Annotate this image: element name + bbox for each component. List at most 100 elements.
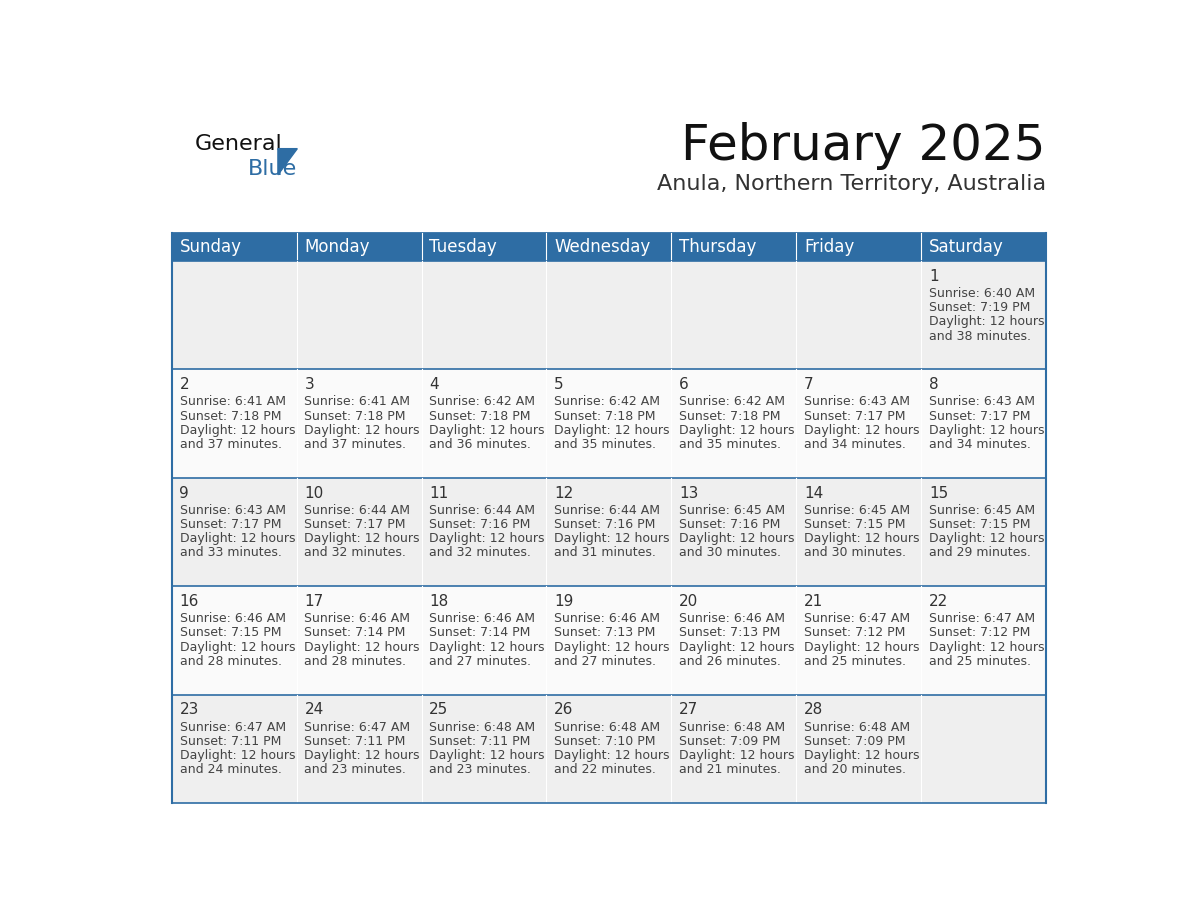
Text: Friday: Friday [804,238,854,256]
Text: and 30 minutes.: and 30 minutes. [804,546,906,559]
Bar [796,370,921,478]
Bar [796,695,921,803]
Bar [172,695,297,803]
Bar [671,587,796,695]
Text: and 34 minutes.: and 34 minutes. [929,438,1031,451]
Text: 6: 6 [680,377,689,392]
Bar [671,370,796,478]
Text: Sunset: 7:14 PM: Sunset: 7:14 PM [304,626,406,639]
Text: Blue: Blue [248,159,297,179]
Bar [297,478,422,587]
Text: Sunset: 7:18 PM: Sunset: 7:18 PM [179,409,282,422]
Bar [422,587,546,695]
Text: Tuesday: Tuesday [429,238,497,256]
Text: Sunrise: 6:47 AM: Sunrise: 6:47 AM [179,721,285,733]
Text: February 2025: February 2025 [682,122,1045,170]
Text: Sunset: 7:15 PM: Sunset: 7:15 PM [179,626,282,639]
Bar [671,695,796,803]
Text: Saturday: Saturday [929,238,1004,256]
Text: Sunrise: 6:40 AM: Sunrise: 6:40 AM [929,286,1035,300]
Text: Sunset: 7:16 PM: Sunset: 7:16 PM [429,518,531,531]
Bar [422,370,546,478]
Text: 17: 17 [304,594,323,609]
Bar [297,587,422,695]
Text: Sunset: 7:18 PM: Sunset: 7:18 PM [554,409,656,422]
Text: Daylight: 12 hours: Daylight: 12 hours [429,749,545,762]
Text: 19: 19 [554,594,574,609]
Text: Sunrise: 6:46 AM: Sunrise: 6:46 AM [179,612,285,625]
Text: Sunrise: 6:42 AM: Sunrise: 6:42 AM [680,396,785,409]
Text: Daylight: 12 hours: Daylight: 12 hours [804,532,920,545]
Text: 20: 20 [680,594,699,609]
Text: 23: 23 [179,702,198,718]
Text: Sunrise: 6:41 AM: Sunrise: 6:41 AM [304,396,410,409]
Text: Daylight: 12 hours: Daylight: 12 hours [680,532,795,545]
Text: Daylight: 12 hours: Daylight: 12 hours [680,641,795,654]
Text: and 38 minutes.: and 38 minutes. [929,330,1031,342]
Text: and 25 minutes.: and 25 minutes. [804,655,906,668]
Bar [921,261,1045,370]
Text: 15: 15 [929,486,948,500]
Text: Sunrise: 6:46 AM: Sunrise: 6:46 AM [304,612,410,625]
Text: Sunset: 7:09 PM: Sunset: 7:09 PM [804,734,905,748]
Text: Daylight: 12 hours: Daylight: 12 hours [429,424,545,437]
Text: and 23 minutes.: and 23 minutes. [304,763,406,777]
Polygon shape [278,149,297,174]
Text: Sunrise: 6:47 AM: Sunrise: 6:47 AM [929,612,1035,625]
Bar [297,233,422,261]
Text: and 23 minutes.: and 23 minutes. [429,763,531,777]
Text: Sunrise: 6:44 AM: Sunrise: 6:44 AM [429,504,536,517]
Text: Sunrise: 6:46 AM: Sunrise: 6:46 AM [680,612,785,625]
Text: Sunset: 7:17 PM: Sunset: 7:17 PM [804,409,905,422]
Text: Daylight: 12 hours: Daylight: 12 hours [179,641,295,654]
Text: Daylight: 12 hours: Daylight: 12 hours [304,532,419,545]
Bar [546,261,671,370]
Text: Sunset: 7:13 PM: Sunset: 7:13 PM [680,626,781,639]
Bar [422,261,546,370]
Text: Sunrise: 6:48 AM: Sunrise: 6:48 AM [804,721,910,733]
Bar [796,478,921,587]
Text: Daylight: 12 hours: Daylight: 12 hours [304,424,419,437]
Text: Wednesday: Wednesday [554,238,650,256]
Text: Daylight: 12 hours: Daylight: 12 hours [804,641,920,654]
Text: Sunrise: 6:48 AM: Sunrise: 6:48 AM [680,721,785,733]
Text: Daylight: 12 hours: Daylight: 12 hours [429,641,545,654]
Bar [921,478,1045,587]
Text: Sunrise: 6:41 AM: Sunrise: 6:41 AM [179,396,285,409]
Text: Sunset: 7:18 PM: Sunset: 7:18 PM [429,409,531,422]
Bar [422,233,546,261]
Text: Daylight: 12 hours: Daylight: 12 hours [804,749,920,762]
Text: and 34 minutes.: and 34 minutes. [804,438,905,451]
Text: 21: 21 [804,594,823,609]
Text: Sunset: 7:15 PM: Sunset: 7:15 PM [929,518,1030,531]
Bar [422,695,546,803]
Text: 12: 12 [554,486,574,500]
Text: and 31 minutes.: and 31 minutes. [554,546,656,559]
Text: Daylight: 12 hours: Daylight: 12 hours [554,424,670,437]
Text: Sunrise: 6:45 AM: Sunrise: 6:45 AM [804,504,910,517]
Text: Sunset: 7:11 PM: Sunset: 7:11 PM [179,734,280,748]
Text: Sunrise: 6:45 AM: Sunrise: 6:45 AM [680,504,785,517]
Text: 7: 7 [804,377,814,392]
Text: Sunset: 7:18 PM: Sunset: 7:18 PM [680,409,781,422]
Text: and 36 minutes.: and 36 minutes. [429,438,531,451]
Text: and 32 minutes.: and 32 minutes. [304,546,406,559]
Text: 13: 13 [680,486,699,500]
Bar [297,695,422,803]
Text: Sunset: 7:16 PM: Sunset: 7:16 PM [554,518,656,531]
Bar [172,233,297,261]
Text: 4: 4 [429,377,438,392]
Bar [671,478,796,587]
Text: Sunset: 7:10 PM: Sunset: 7:10 PM [554,734,656,748]
Text: and 35 minutes.: and 35 minutes. [554,438,656,451]
Text: and 30 minutes.: and 30 minutes. [680,546,781,559]
Bar [422,478,546,587]
Text: Sunset: 7:13 PM: Sunset: 7:13 PM [554,626,656,639]
Text: Sunrise: 6:44 AM: Sunrise: 6:44 AM [304,504,410,517]
Text: 28: 28 [804,702,823,718]
Text: Sunset: 7:16 PM: Sunset: 7:16 PM [680,518,781,531]
Text: and 33 minutes.: and 33 minutes. [179,546,282,559]
Text: Monday: Monday [304,238,369,256]
Bar [546,478,671,587]
Bar [796,587,921,695]
